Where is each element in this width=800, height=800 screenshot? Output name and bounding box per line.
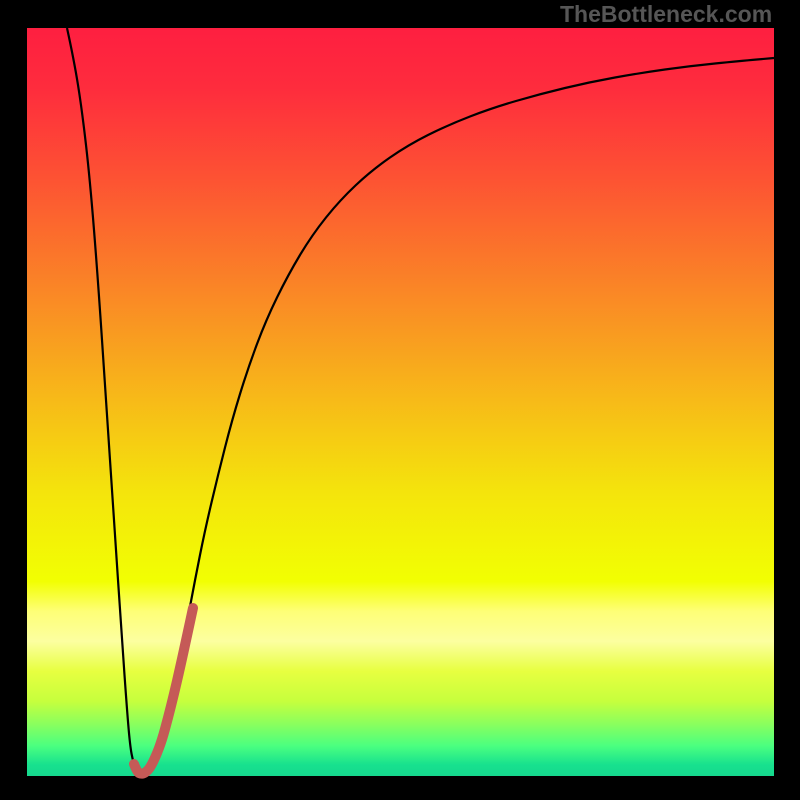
plot-background [27, 28, 774, 776]
chart-svg [0, 0, 800, 800]
watermark-text: TheBottleneck.com [560, 1, 772, 28]
chart-container: TheBottleneck.com [0, 0, 800, 800]
